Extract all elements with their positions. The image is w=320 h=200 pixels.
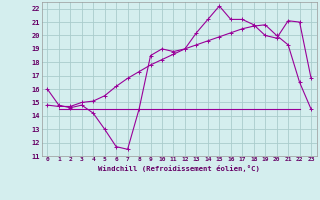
X-axis label: Windchill (Refroidissement éolien,°C): Windchill (Refroidissement éolien,°C) [98, 165, 260, 172]
